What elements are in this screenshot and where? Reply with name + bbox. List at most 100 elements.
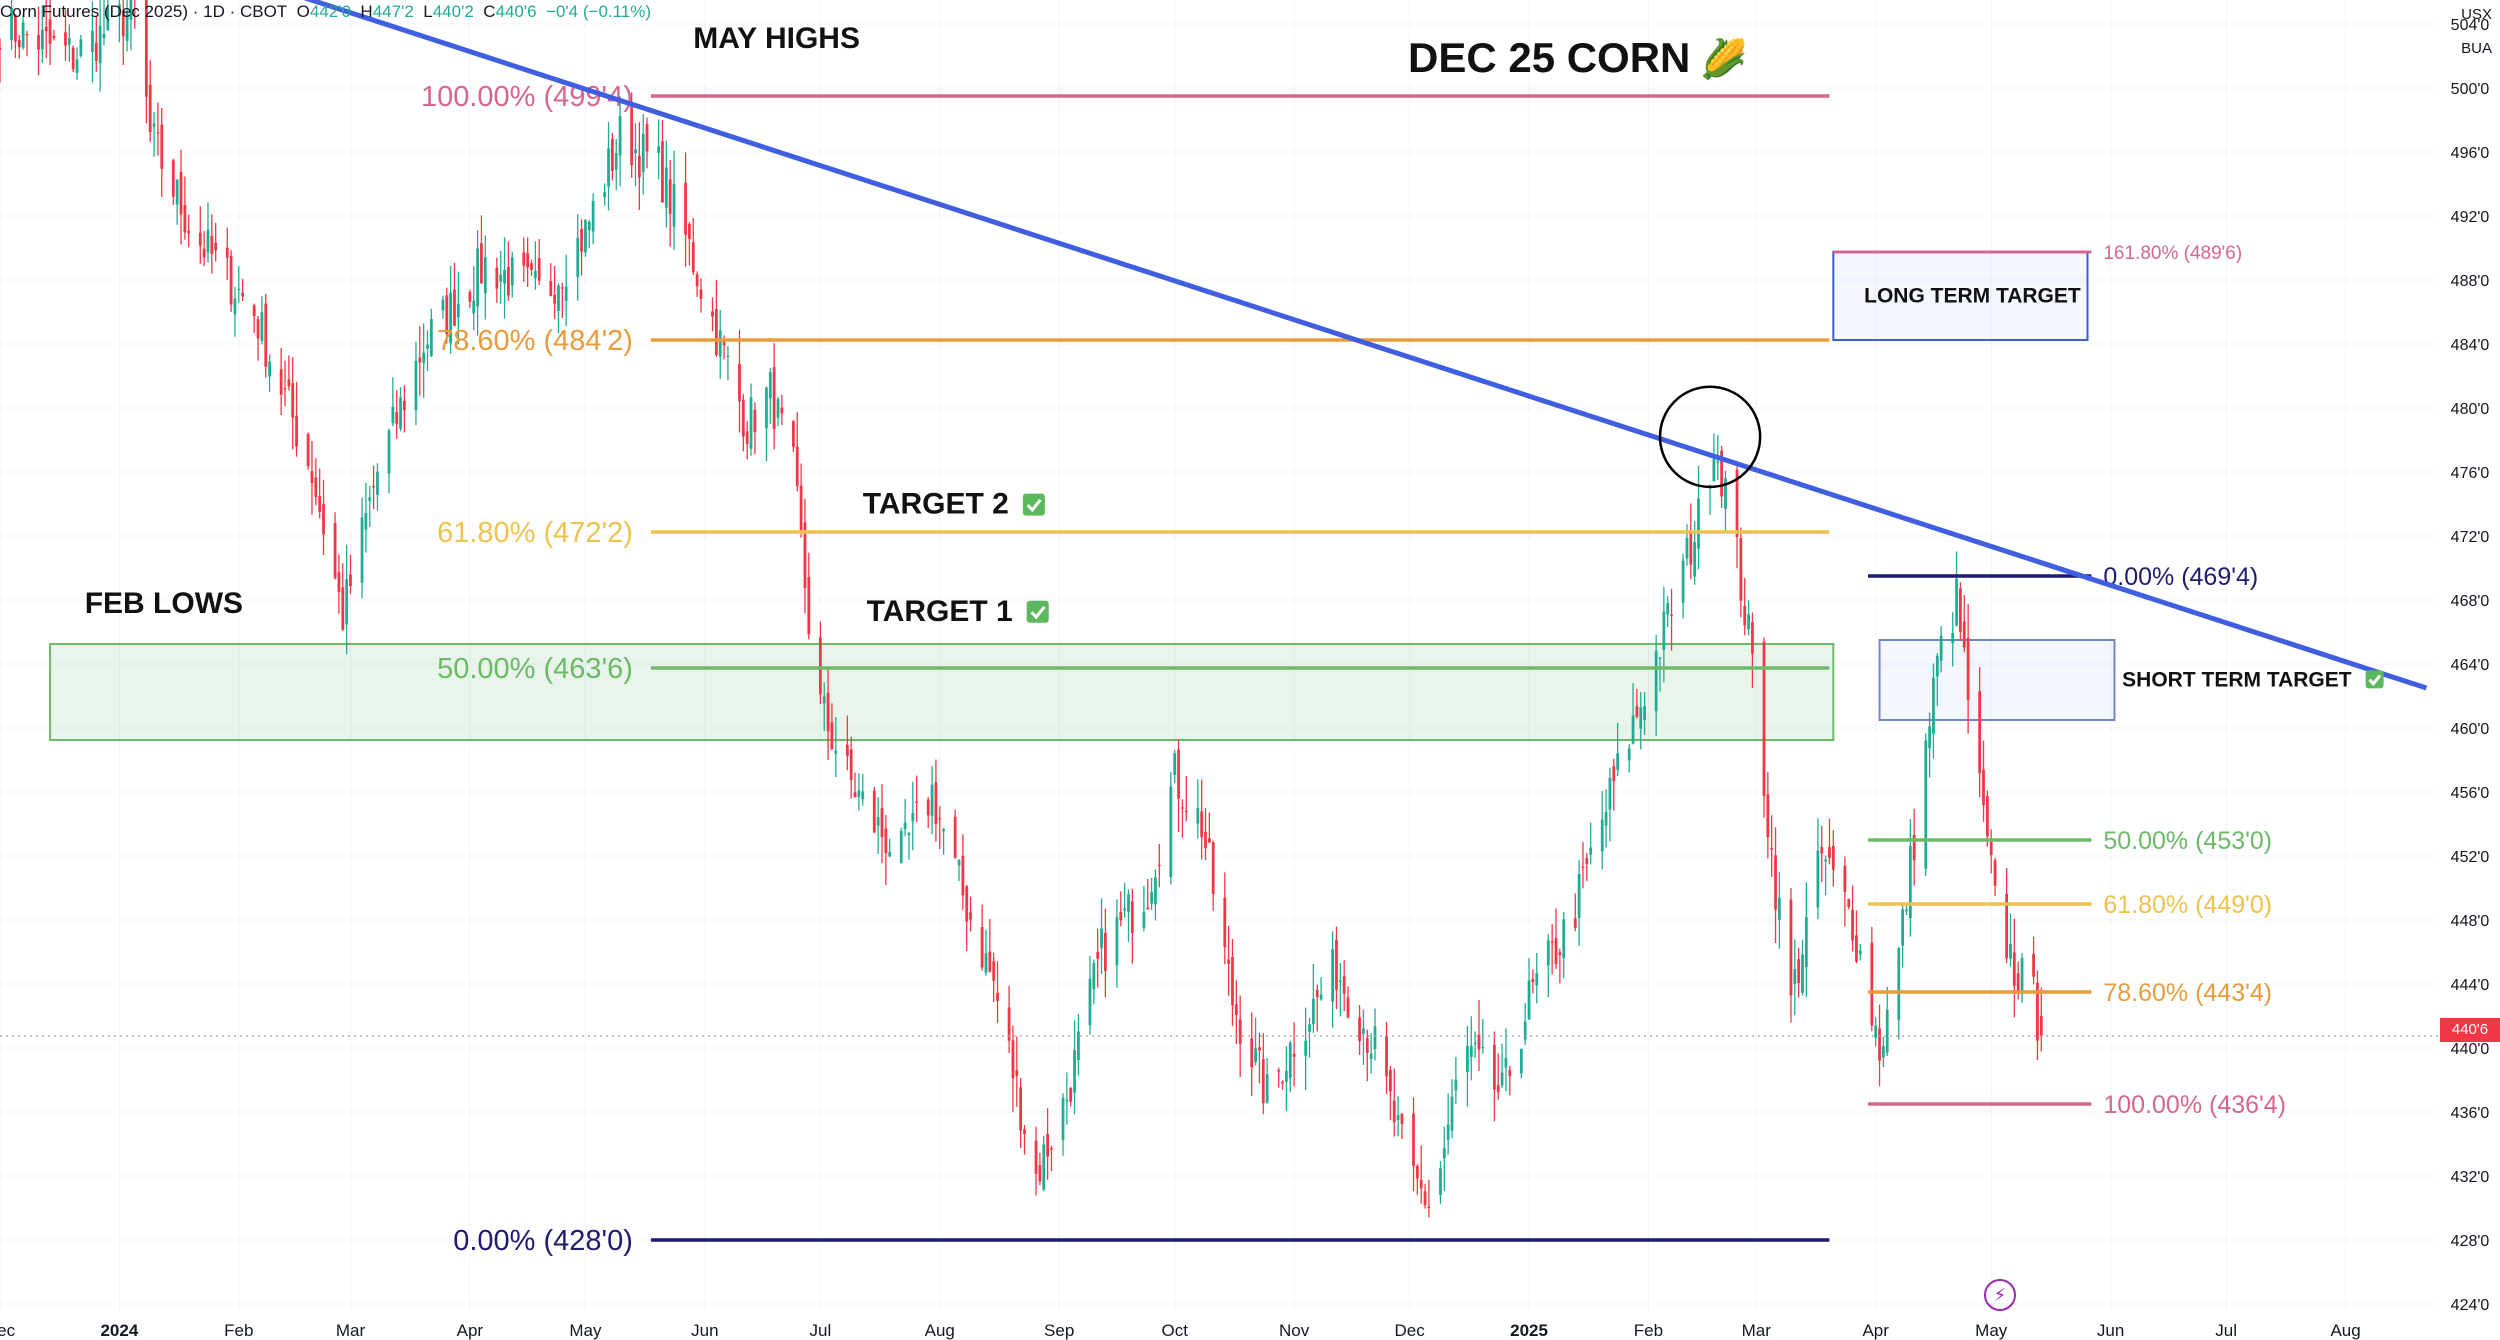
unit-label[interactable]: BUA bbox=[2461, 40, 2492, 57]
candle-body bbox=[1389, 1069, 1392, 1092]
candle-body bbox=[641, 134, 645, 172]
candle-body bbox=[1311, 998, 1315, 1025]
candle bbox=[40, 4, 44, 63]
candle bbox=[1292, 1022, 1296, 1087]
candle-body bbox=[429, 318, 433, 357]
x-tick-label: Nov bbox=[1279, 1321, 1310, 1340]
candle bbox=[1870, 926, 1874, 1032]
candle bbox=[1874, 1017, 1878, 1047]
candle-body bbox=[306, 433, 310, 467]
candle-body bbox=[256, 319, 260, 339]
candle-body bbox=[252, 305, 256, 317]
candle-body bbox=[1935, 655, 1939, 677]
candle-body bbox=[1874, 1025, 1878, 1038]
candle bbox=[106, 0, 110, 32]
candle-body bbox=[753, 409, 757, 433]
candle-body bbox=[345, 579, 349, 625]
candle-body bbox=[537, 258, 541, 281]
annotations: MAY HIGHS TARGET 2 TARGET 1 FEB LOWS LONG TE… bbox=[85, 22, 2384, 691]
currency-label[interactable]: USX bbox=[2461, 6, 2492, 23]
fib-level-label: 50.00% (453'0) bbox=[2103, 827, 2272, 855]
candle bbox=[560, 282, 564, 318]
candle-body bbox=[283, 388, 287, 390]
candle bbox=[980, 904, 984, 971]
candle-body bbox=[688, 223, 691, 239]
candle-body bbox=[449, 292, 453, 344]
candle bbox=[714, 280, 718, 357]
candle-body bbox=[1508, 1070, 1512, 1076]
fib-level-label: 61.80% (449'0) bbox=[2103, 891, 2272, 919]
candle-body bbox=[2016, 973, 2020, 994]
candle-body bbox=[148, 84, 152, 133]
candle bbox=[1308, 1017, 1311, 1058]
candle-body bbox=[907, 833, 911, 836]
candle-body bbox=[287, 379, 291, 387]
candle bbox=[1281, 1080, 1284, 1090]
candle-body bbox=[441, 299, 445, 311]
candle-body bbox=[67, 38, 71, 45]
candle bbox=[688, 222, 691, 266]
candle bbox=[537, 239, 541, 286]
candle bbox=[1346, 986, 1350, 1019]
candle-body bbox=[1050, 1148, 1053, 1150]
chart-title: DEC 25 CORN bbox=[1408, 34, 1690, 81]
candle-body bbox=[526, 253, 530, 268]
candle-body bbox=[17, 40, 21, 48]
candle-body bbox=[1905, 909, 1908, 912]
candle-body bbox=[1550, 941, 1554, 943]
candle bbox=[387, 428, 391, 494]
candle-body bbox=[1254, 1048, 1257, 1063]
y-tick-label: 492'0 bbox=[2451, 209, 2490, 226]
candle bbox=[657, 119, 660, 180]
candle bbox=[37, 6, 40, 76]
candle-body bbox=[1011, 1040, 1015, 1079]
candle-body bbox=[1519, 1048, 1523, 1074]
y-axis: 504'0 500'0 496'0 492'0 488'0 484'0 480'0 476'0… bbox=[2451, 17, 2490, 1314]
candle-body bbox=[1092, 963, 1096, 990]
candle bbox=[1373, 1008, 1377, 1061]
candle bbox=[1069, 1086, 1073, 1107]
candle-body bbox=[44, 26, 48, 32]
y-tick-label: 504'0 bbox=[2451, 17, 2490, 34]
candle-body bbox=[1554, 938, 1558, 965]
lightning-icon[interactable]: ⚡ bbox=[1984, 1279, 2016, 1311]
candle bbox=[672, 150, 676, 250]
candle-body bbox=[1693, 542, 1697, 577]
check-mark bbox=[2368, 674, 2382, 686]
candle-body bbox=[349, 574, 352, 587]
candle-body bbox=[1157, 864, 1161, 867]
candle-body bbox=[210, 235, 214, 255]
candle bbox=[322, 479, 325, 556]
candle-body bbox=[807, 576, 811, 635]
fib-level-label: 78.60% (484'2) bbox=[437, 325, 633, 357]
candle bbox=[888, 838, 892, 858]
candle bbox=[495, 257, 499, 303]
candle-body bbox=[1535, 973, 1539, 986]
candle-body bbox=[657, 146, 660, 153]
candle-body bbox=[942, 829, 946, 832]
candle bbox=[1442, 1126, 1446, 1192]
candle-body bbox=[1762, 641, 1766, 796]
candle-body bbox=[992, 961, 996, 981]
candle-body bbox=[1234, 1004, 1238, 1015]
candle bbox=[1770, 815, 1774, 877]
candle bbox=[1708, 484, 1712, 515]
candle bbox=[2005, 867, 2009, 964]
highlight-circle bbox=[1658, 385, 1762, 489]
candle bbox=[67, 24, 71, 62]
candle bbox=[853, 772, 857, 798]
candle-body bbox=[1608, 777, 1612, 810]
candle bbox=[1778, 872, 1781, 949]
x-tick-label: Feb bbox=[224, 1321, 253, 1340]
candle-body bbox=[1612, 766, 1616, 782]
y-tick-label: 452'0 bbox=[2451, 849, 2490, 866]
candle bbox=[1519, 1048, 1523, 1079]
candle-body bbox=[1735, 469, 1739, 537]
candle-body bbox=[1442, 1148, 1446, 1159]
candle-body bbox=[691, 242, 695, 272]
candle bbox=[1855, 910, 1858, 964]
candle-body bbox=[94, 42, 98, 61]
candle-body bbox=[1793, 969, 1797, 984]
candle-body bbox=[1423, 1191, 1427, 1206]
